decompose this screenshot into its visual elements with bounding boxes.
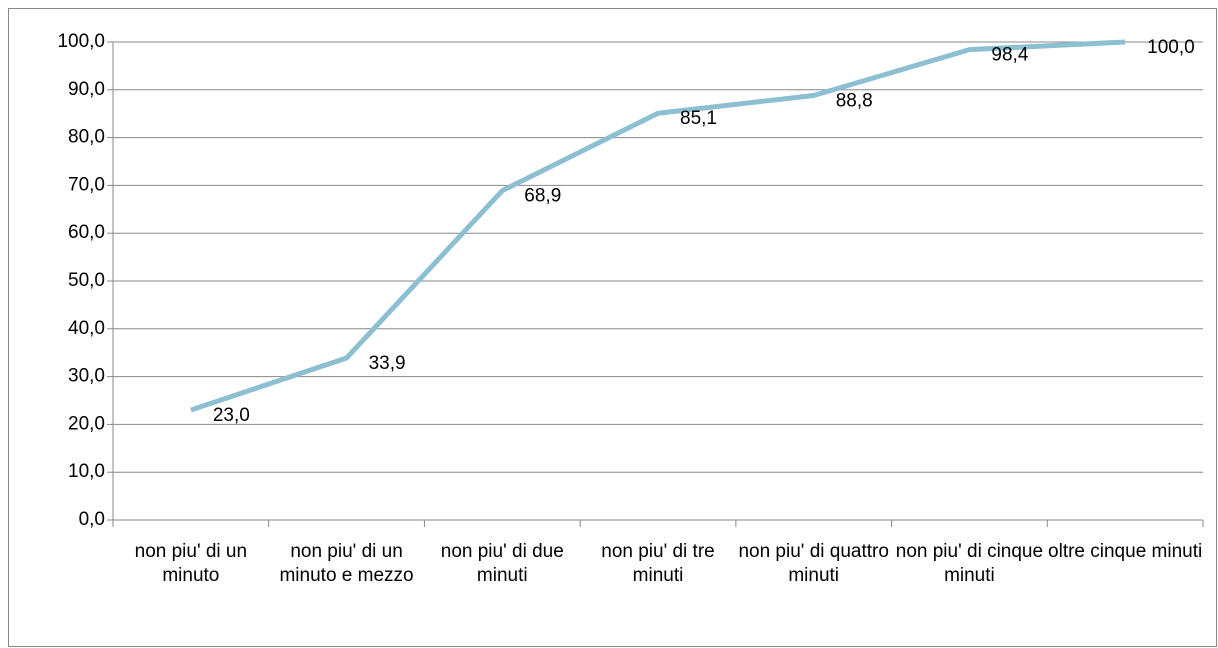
x-tick-label: non piu' di un minuto bbox=[134, 541, 248, 586]
x-tick-label: non piu' di due minuti bbox=[440, 541, 564, 586]
data-label: 68,9 bbox=[524, 186, 561, 207]
x-tick-label: oltre cinque minuti bbox=[1048, 541, 1203, 562]
y-tick-label: 80,0 bbox=[68, 127, 105, 148]
y-tick-label: 20,0 bbox=[68, 413, 105, 434]
x-tick-label: non piu' di un minuto e mezzo bbox=[279, 541, 414, 586]
y-tick-label: 30,0 bbox=[68, 366, 105, 387]
data-label: 88,8 bbox=[836, 91, 873, 112]
chart-border bbox=[8, 8, 1217, 647]
y-tick-label: 40,0 bbox=[68, 318, 105, 339]
x-tick-label: non piu' di cinque minuti bbox=[895, 541, 1044, 586]
data-label: 23,0 bbox=[213, 405, 250, 426]
x-tick-label: non piu' di tre minuti bbox=[601, 541, 715, 586]
y-tick-label: 100,0 bbox=[57, 31, 105, 52]
data-label: 98,4 bbox=[991, 45, 1028, 66]
data-label: 100,0 bbox=[1147, 37, 1195, 58]
y-tick-label: 50,0 bbox=[68, 270, 105, 291]
data-label: 85,1 bbox=[680, 108, 717, 129]
line bbox=[190, 39, 1126, 413]
y-tick-label: 60,0 bbox=[68, 222, 105, 243]
y-tick-label: 70,0 bbox=[68, 174, 105, 195]
y-tick-label: 10,0 bbox=[68, 461, 105, 482]
y-tick-label: 90,0 bbox=[68, 79, 105, 100]
x-tick-label: non piu' di quattro minuti bbox=[738, 541, 889, 586]
data-label: 33,9 bbox=[369, 353, 406, 374]
y-tick-label: 0,0 bbox=[79, 509, 105, 530]
